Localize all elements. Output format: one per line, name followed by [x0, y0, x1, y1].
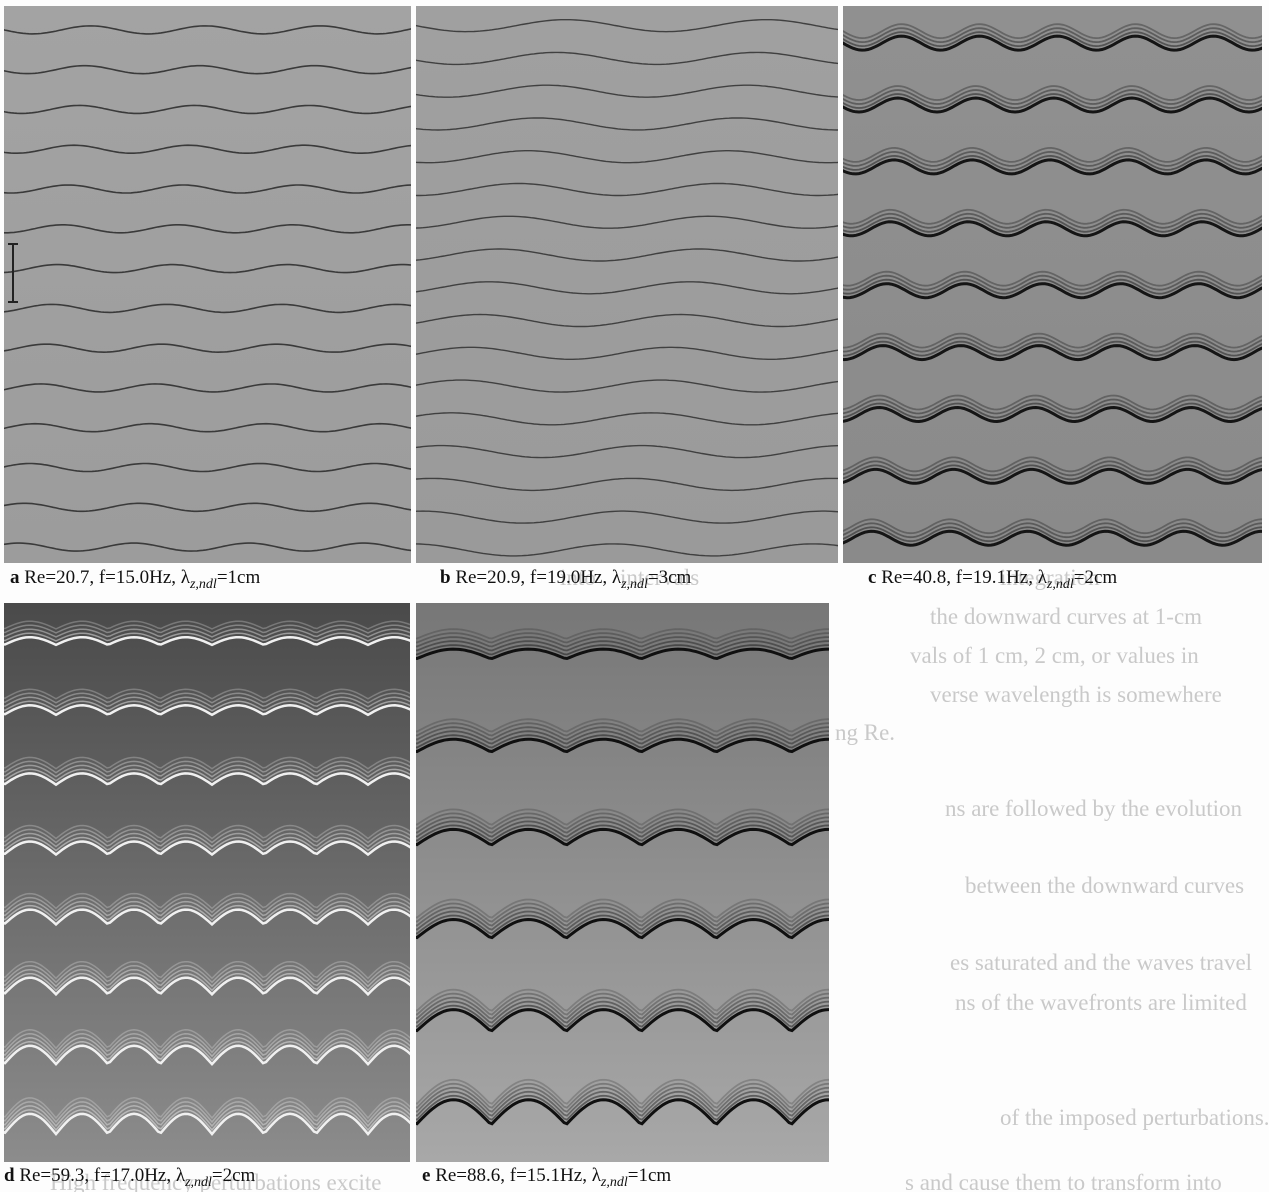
figure	[0, 0, 1269, 1192]
caption: a Re=20.7, f=15.0Hz, λz,ndl=1cm	[10, 567, 260, 593]
panel-image	[411, 6, 843, 563]
caption-letter: c	[868, 567, 876, 588]
caption-sub: z,ndl	[190, 577, 217, 592]
caption-params: Re=59.3, f=17.0Hz, λ	[19, 1165, 185, 1186]
panel-bg	[4, 603, 410, 1162]
caption-sub: z,ndl	[601, 1175, 628, 1190]
caption-sub: z,ndl	[185, 1175, 212, 1190]
caption-letter: a	[10, 567, 20, 588]
panel-image	[0, 603, 413, 1162]
caption-sub: z,ndl	[1047, 577, 1074, 592]
caption-params: Re=20.7, f=15.0Hz, λ	[24, 567, 190, 588]
caption-unit: =1cm	[217, 567, 260, 588]
caption-unit: =3cm	[648, 567, 691, 588]
panel-bg	[416, 603, 829, 1162]
caption-params: Re=20.9, f=19.0Hz, λ	[455, 567, 621, 588]
caption: b Re=20.9, f=19.0Hz, λz,ndl=3cm	[440, 567, 691, 593]
caption-letter: e	[422, 1165, 430, 1186]
caption-letter: b	[440, 567, 451, 588]
panel-bg	[416, 6, 838, 563]
panel-bg	[4, 6, 411, 563]
caption-letter: d	[4, 1165, 15, 1186]
panel-image	[411, 603, 834, 1162]
caption-unit: =2cm	[1074, 567, 1117, 588]
caption-unit: =1cm	[628, 1165, 671, 1186]
caption: d Re=59.3, f=17.0Hz, λz,ndl=2cm	[4, 1165, 255, 1191]
caption-unit: =2cm	[212, 1165, 255, 1186]
caption-params: Re=40.8, f=19.1Hz, λ	[881, 567, 1047, 588]
caption: e Re=88.6, f=15.1Hz, λz,ndl=1cm	[422, 1165, 671, 1191]
caption-params: Re=88.6, f=15.1Hz, λ	[435, 1165, 601, 1186]
panel-image	[838, 6, 1267, 563]
panel-image	[0, 6, 416, 563]
page: into intervals integration the downward …	[0, 0, 1269, 1192]
caption: c Re=40.8, f=19.1Hz, λz,ndl=2cm	[868, 567, 1117, 593]
caption-sub: z,ndl	[621, 577, 648, 592]
